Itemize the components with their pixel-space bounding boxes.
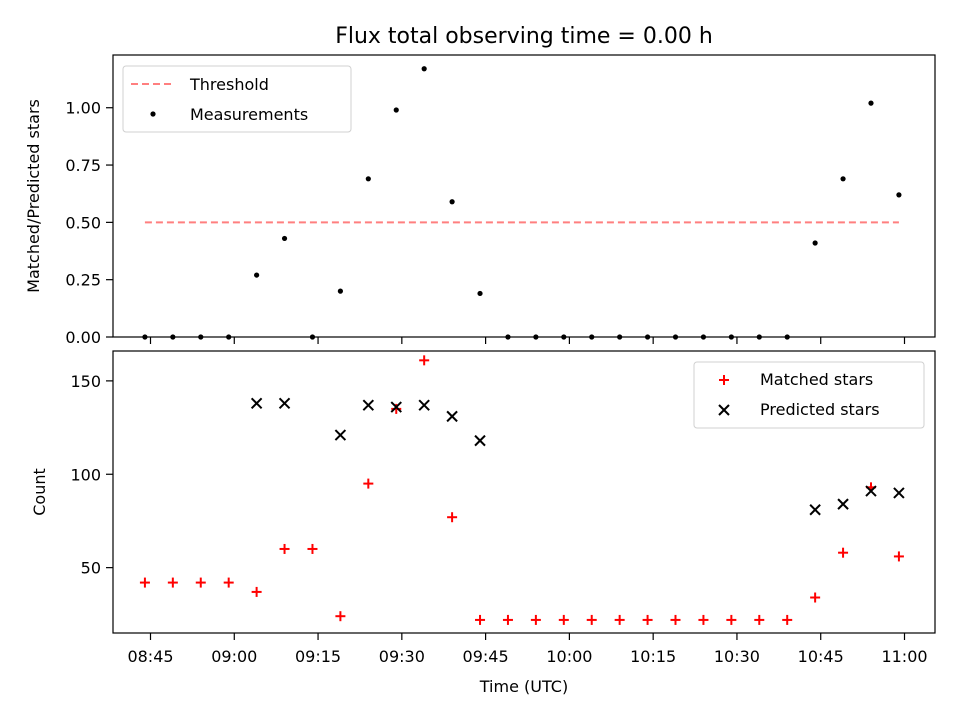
- matched-star-point: [614, 614, 625, 625]
- threshold-legend-label: Threshold: [189, 75, 269, 94]
- measurement-point: [812, 240, 818, 246]
- matched-star-point: [558, 614, 569, 625]
- measurements-legend-swatch: [150, 111, 156, 117]
- predicted-star-point: [278, 397, 291, 409]
- matched-star-point: [391, 403, 402, 414]
- predicted-star-point: [334, 429, 347, 441]
- predicted-star-point: [362, 399, 375, 411]
- predicted-star-point: [893, 487, 905, 499]
- matched-star-point: [139, 577, 150, 588]
- chart-title: Flux total observing time = 0.00 h: [335, 24, 713, 49]
- top-y-ticks: 0.00 0.25 0.50 0.75 1.00: [65, 99, 113, 347]
- x-tick-label: 10:45: [798, 647, 844, 666]
- predicted-legend-label: Predicted stars: [760, 400, 880, 419]
- top-x-ticks: [149, 337, 906, 344]
- matched-star-point: [838, 547, 849, 558]
- top-y-tick-label: 0.75: [65, 156, 101, 175]
- matched-star-point: [670, 614, 681, 625]
- x-tick-label: 10:00: [546, 647, 592, 666]
- predicted-star-point: [446, 410, 458, 423]
- predicted-legend-swatch: [718, 404, 730, 416]
- measurement-point: [365, 176, 371, 182]
- bottom-y-tick-label: 50: [81, 559, 101, 578]
- measurement-point: [337, 288, 343, 294]
- matched-star-point: [307, 543, 318, 554]
- matched-star-point: [475, 614, 486, 625]
- bottom-legend: Matched stars Predicted stars: [693, 361, 925, 429]
- x-tick-label: 09:45: [463, 647, 509, 666]
- x-tick-label: 08:45: [127, 647, 173, 666]
- matched-star-point: [586, 614, 597, 625]
- predicted-star-point: [865, 485, 877, 497]
- measurement-point: [393, 107, 399, 113]
- bottom-legend-box: [693, 361, 925, 429]
- x-tick-label: 09:30: [379, 647, 425, 666]
- matched-star-point: [530, 614, 541, 625]
- matched-star-point: [893, 551, 904, 562]
- x-tick-label: 09:15: [295, 647, 341, 666]
- matched-star-point: [167, 577, 178, 588]
- matched-star-point: [502, 614, 513, 625]
- bottom-plot-area: [139, 355, 905, 625]
- predicted-star-point: [837, 498, 849, 510]
- matched-star-point: [698, 614, 709, 625]
- matched-star-point: [642, 614, 653, 625]
- bottom-y-ticks: 50 100 150: [70, 372, 113, 578]
- matched-star-point: [251, 586, 262, 597]
- measurement-point: [840, 176, 846, 182]
- measurement-point: [477, 290, 483, 297]
- bottom-x-ticks: 08:45 09:00 09:15 09:30 09:45 10:00 10:15 10:30…: [127, 633, 928, 666]
- matched-star-point: [782, 614, 793, 625]
- predicted-star-point: [474, 434, 486, 447]
- top-y-tick-label: 0.50: [65, 213, 101, 232]
- measurement-point: [449, 199, 455, 205]
- x-tick-label: 10:15: [630, 647, 676, 666]
- matched-star-point: [223, 577, 234, 588]
- matched-star-point: [447, 512, 458, 523]
- x-tick-label: 11:00: [881, 647, 927, 666]
- measurement-point: [254, 272, 260, 278]
- bottom-axes-frame: [112, 350, 936, 634]
- matched-star-point: [754, 614, 765, 625]
- matched-star-point: [363, 478, 374, 489]
- measurement-point: [421, 66, 427, 72]
- x-tick-label: 10:30: [714, 647, 760, 666]
- measurement-point: [281, 235, 288, 242]
- predicted-star-point: [809, 504, 821, 516]
- top-y-tick-label: 1.00: [65, 99, 101, 118]
- bottom-panel: 50 100 150 08:45 09:00 09:15 09:30 09:45 10:00 1…: [30, 350, 936, 696]
- measurement-point: [896, 192, 902, 198]
- matched-star-point: [195, 577, 206, 588]
- predicted-star-point: [250, 397, 263, 409]
- matched-star-point: [419, 355, 430, 366]
- matched-star-point: [279, 543, 290, 554]
- top-legend-box: [122, 65, 352, 133]
- matched-star-point: [810, 592, 821, 603]
- matched-star-point: [335, 611, 346, 622]
- bottom-y-tick-label: 100: [70, 465, 101, 484]
- measurement-point: [868, 100, 874, 106]
- x-tick-label: 09:00: [211, 647, 257, 666]
- x-axis-label: Time (UTC): [479, 677, 568, 696]
- top-axes-frame: [112, 54, 936, 338]
- bottom-y-axis-label: Count: [30, 468, 49, 516]
- matched-legend-label: Matched stars: [760, 370, 873, 389]
- top-legend: Threshold Measurements: [122, 65, 352, 133]
- top-y-tick-label: 0.00: [65, 328, 101, 347]
- predicted-star-point: [390, 401, 402, 413]
- top-panel: Flux total observing time = 0.00 h 0.000…: [24, 24, 936, 347]
- top-y-tick-label: 0.25: [65, 271, 101, 290]
- matched-legend-swatch: [719, 375, 729, 385]
- measurements-legend-label: Measurements: [190, 105, 308, 124]
- top-y-axis-label: Matched/Predicted stars: [24, 99, 43, 293]
- matched-star-point: [726, 614, 737, 625]
- bottom-y-tick-label: 150: [70, 372, 101, 391]
- predicted-star-point: [418, 399, 430, 411]
